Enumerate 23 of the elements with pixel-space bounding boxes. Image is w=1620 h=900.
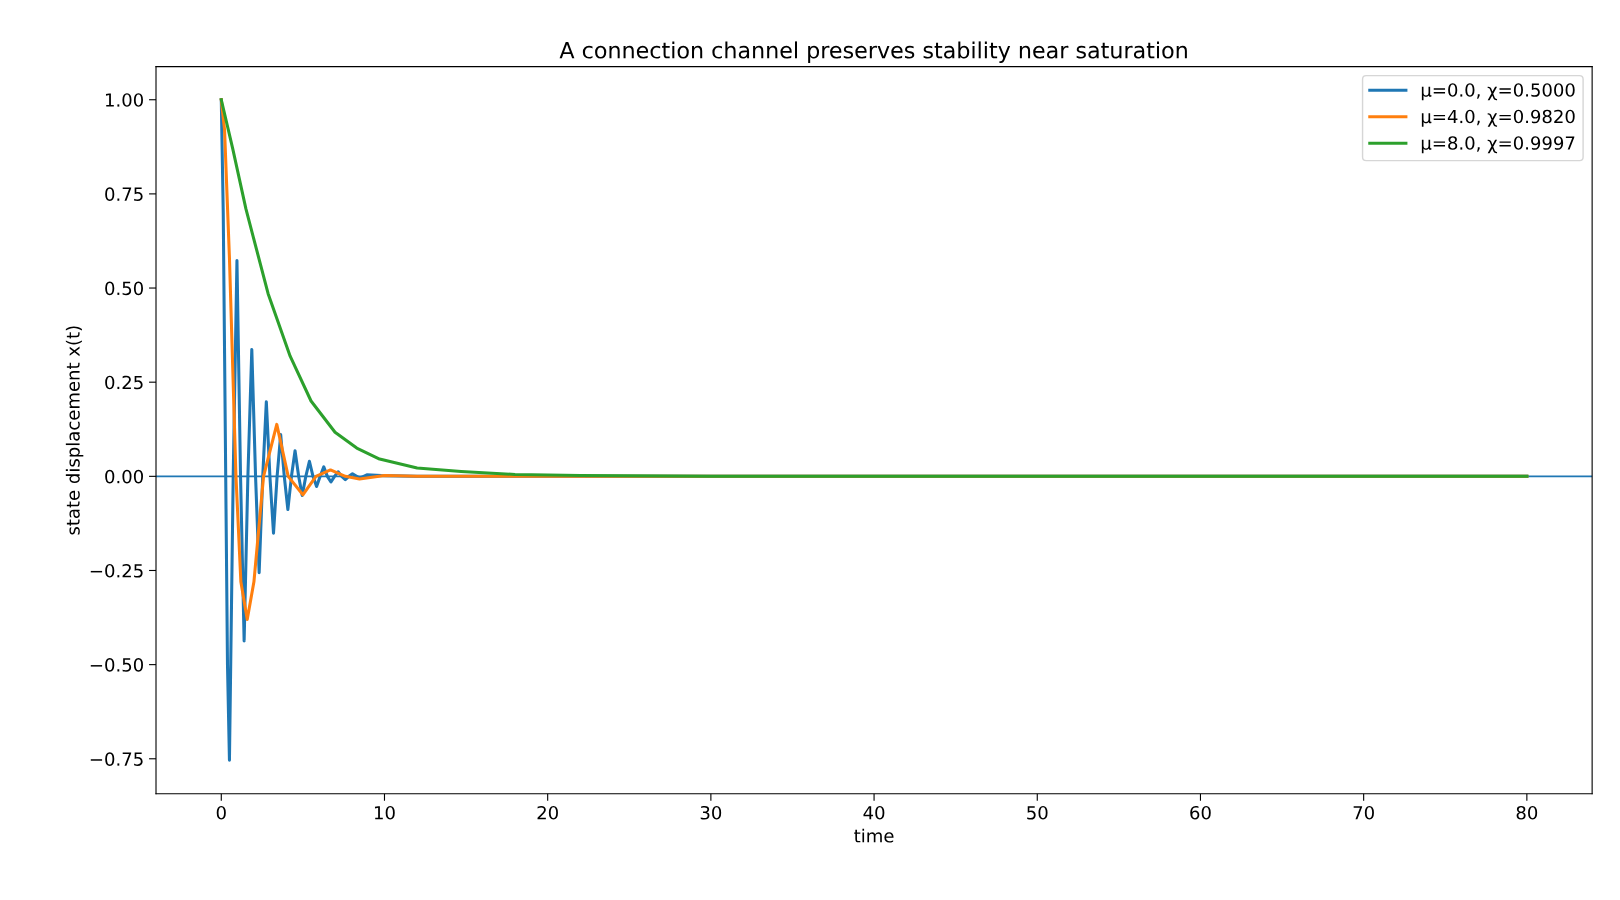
- x-axis-title: time: [854, 828, 894, 843]
- chart-title: A connection channel preserves stability near saturation: [559, 41, 1187, 63]
- y-tick-label: 0.50: [105, 281, 143, 296]
- y-tick-label: −0.50: [90, 658, 143, 672]
- y-tick-label: 1.00: [105, 93, 143, 107]
- x-tick-label: 50: [1027, 805, 1048, 820]
- x-tick-label: 60: [1190, 805, 1211, 820]
- x-tick-label: 30: [700, 805, 722, 820]
- y-tick-label: 0.25: [105, 375, 143, 390]
- x-tick-label: 70: [1353, 805, 1374, 820]
- y-tick-label: −0.25: [90, 563, 143, 578]
- x-tick-label: 40: [863, 805, 885, 820]
- x-tick-label: 80: [1516, 805, 1538, 820]
- legend-label: μ=8.0, χ=0.9997: [1421, 136, 1575, 154]
- y-axis-title: state displacement x(t): [65, 326, 84, 535]
- x-tick-label: 20: [537, 805, 558, 820]
- x-tick-label: 10: [374, 805, 395, 820]
- y-tick-label: 0.00: [105, 469, 143, 484]
- legend-label: μ=4.0, χ=0.9820: [1421, 109, 1575, 127]
- x-tick-label: 0: [216, 805, 226, 820]
- legend-label: μ=0.0, χ=0.5000: [1421, 83, 1575, 101]
- y-tick-label: 0.75: [105, 187, 143, 201]
- y-tick-label: −0.75: [90, 752, 143, 766]
